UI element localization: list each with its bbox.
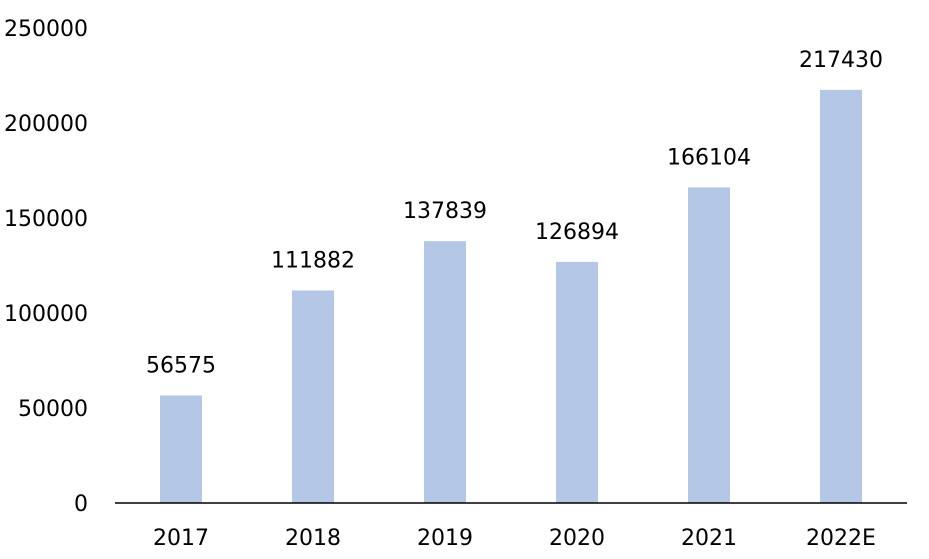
y-tick-label: 0: [74, 492, 88, 517]
data-labels: 56575 111882 137839 126894 166104 217430: [146, 48, 883, 379]
x-tick-label: 2018: [285, 526, 341, 551]
data-label: 56575: [146, 354, 216, 379]
x-tick-label: 2017: [153, 526, 209, 551]
y-tick-label: 150000: [4, 207, 88, 232]
x-tick-label: 2019: [417, 526, 473, 551]
y-tick-label: 50000: [18, 397, 88, 422]
y-tick-label: 250000: [4, 17, 88, 42]
bar-2017: [160, 395, 202, 503]
x-tick-label: 2020: [549, 526, 605, 551]
y-axis-ticks: 0 50000 100000 150000 200000 250000: [4, 17, 88, 517]
data-label: 126894: [535, 220, 619, 245]
data-label: 137839: [403, 199, 487, 224]
y-tick-label: 200000: [4, 112, 88, 137]
x-tick-label: 2022E: [806, 526, 876, 551]
x-tick-label: 2021: [681, 526, 737, 551]
data-label: 111882: [271, 248, 355, 273]
bar-2021: [688, 187, 730, 503]
bar-2022e: [820, 89, 862, 504]
bar-2019: [424, 241, 466, 503]
data-label: 217430: [799, 48, 883, 73]
y-tick-label: 100000: [4, 302, 88, 327]
bar-2018: [292, 290, 334, 503]
bar-2020: [556, 261, 598, 503]
bars: [160, 89, 862, 504]
x-axis-ticks: 2017 2018 2019 2020 2021 2022E: [153, 526, 876, 551]
data-label: 166104: [667, 145, 751, 170]
